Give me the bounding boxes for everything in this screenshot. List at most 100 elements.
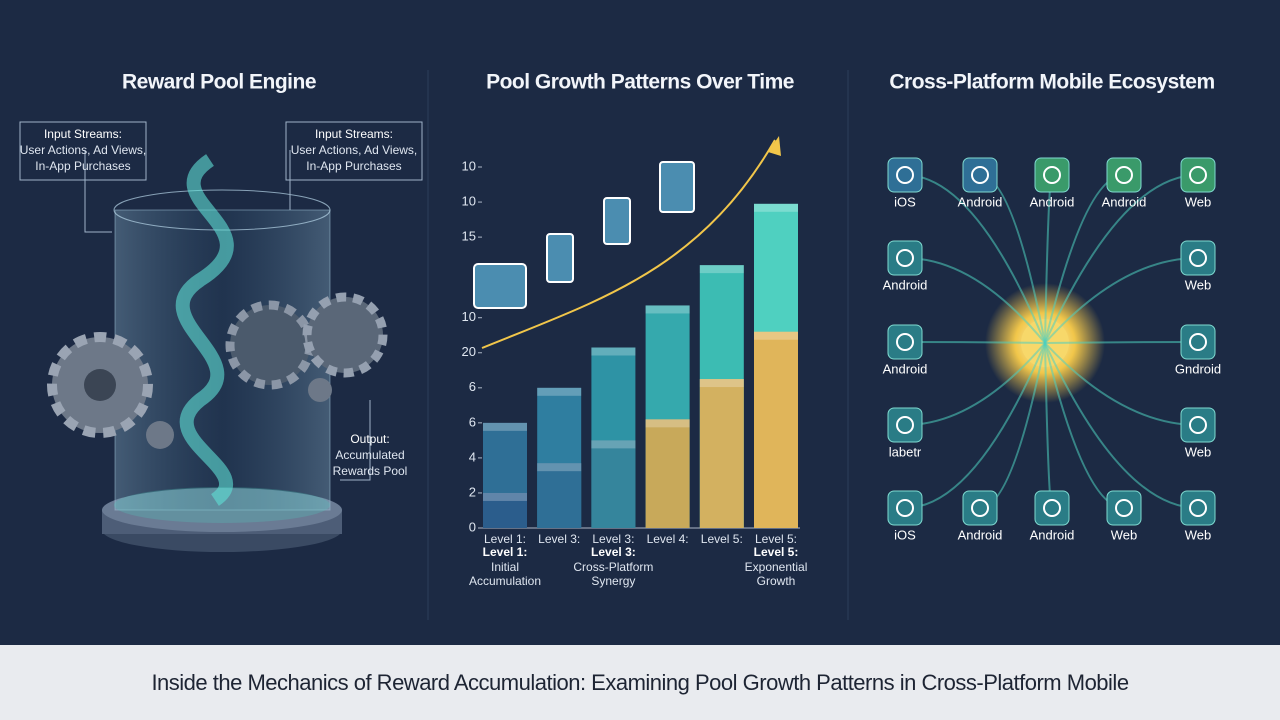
- callout-heading: Input Streams:: [315, 127, 393, 141]
- app-icon: [1180, 157, 1216, 193]
- app-icon: [887, 240, 923, 276]
- app-icon: [962, 490, 998, 526]
- connector: [904, 341, 1046, 344]
- connector: [1044, 257, 1199, 344]
- app-glyph: [1189, 416, 1207, 434]
- bar-cap: [537, 387, 582, 396]
- node-label: Android: [883, 277, 928, 292]
- bar-cap: [754, 203, 798, 212]
- footer-title: Inside the Mechanics of Reward Accumulat…: [151, 670, 1128, 695]
- app-icon: [1106, 157, 1142, 193]
- app-glyph: [971, 166, 989, 184]
- app-icon: [1034, 157, 1070, 193]
- app-glyph: [896, 166, 914, 184]
- app-glyph: [1189, 499, 1207, 517]
- bar-cap: [754, 331, 798, 340]
- app-glyph: [1115, 166, 1133, 184]
- y-tick-label: 20: [462, 344, 476, 359]
- callout-text: In-App Purchases: [35, 159, 130, 173]
- connector: [1044, 341, 1199, 344]
- panel-title: Reward Pool Engine: [122, 71, 316, 94]
- y-tick-label: 6: [469, 379, 476, 394]
- bar-cap: [591, 440, 636, 449]
- app-glyph: [1189, 166, 1207, 184]
- annotation-text: Growth: [757, 574, 796, 588]
- trend-arrow-head: [768, 136, 781, 156]
- trend-arrow: [481, 139, 776, 349]
- app-icon: [1034, 490, 1070, 526]
- app-icon: [1180, 240, 1216, 276]
- callout-heading: Input Streams:: [44, 127, 122, 141]
- app-icon: [887, 157, 923, 193]
- y-tick-label: 10: [462, 309, 476, 324]
- app-glyph: [971, 499, 989, 517]
- bar-cap: [591, 347, 636, 356]
- annotation-heading: Level 3:: [591, 545, 636, 559]
- node-label: labetr: [889, 444, 922, 459]
- y-tick-label: 15: [462, 229, 476, 244]
- bar: [483, 492, 527, 528]
- connector: [1044, 174, 1199, 344]
- bar-cap: [537, 463, 582, 472]
- app-glyph: [896, 499, 914, 517]
- app-glyph: [1189, 249, 1207, 267]
- bar-cap: [483, 492, 527, 501]
- annotation-text: Cross-Platform: [573, 560, 653, 574]
- bar: [699, 379, 744, 528]
- x-tick-label: Level 3:: [538, 532, 580, 546]
- callout-text: Rewards Pool: [333, 464, 408, 478]
- callout-text: Accumulated: [335, 448, 404, 462]
- node-label: Web: [1185, 194, 1212, 209]
- app-icon: [1180, 324, 1216, 360]
- annotation-text: Exponential: [745, 560, 808, 574]
- y-tick-label: 6: [469, 414, 476, 429]
- x-tick-label: Level 4:: [647, 532, 689, 546]
- y-tick-label: 4: [469, 449, 476, 464]
- node-label: Web: [1111, 527, 1138, 542]
- bar-cap: [645, 305, 690, 314]
- node-label: Android: [1030, 194, 1075, 209]
- node-label: Gndroid: [1175, 361, 1221, 376]
- x-tick-label: Level 5:: [755, 532, 797, 546]
- x-tick-label: Level 3:: [592, 532, 634, 546]
- connector: [1044, 342, 1199, 426]
- bar: [645, 419, 690, 528]
- app-glyph: [1043, 499, 1061, 517]
- x-tick-label: Level 5:: [701, 532, 743, 546]
- bar-cap: [699, 379, 744, 388]
- y-tick-label: 10: [462, 193, 476, 208]
- callout-line: [84, 150, 112, 233]
- bar-cap: [483, 422, 527, 431]
- annotation-text: Initial: [491, 560, 519, 574]
- callout-line: [340, 400, 371, 481]
- node-label: Android: [958, 194, 1003, 209]
- app-icon: [887, 490, 923, 526]
- devices: [473, 161, 695, 309]
- y-tick-label: 0: [469, 519, 476, 534]
- bar-cap: [699, 265, 744, 274]
- app-icon: [887, 324, 923, 360]
- callout-text: User Actions, Ad Views,: [291, 143, 418, 157]
- app-icon: [962, 157, 998, 193]
- node-label: iOS: [894, 194, 916, 209]
- panel-title: Cross-Platform Mobile Ecosystem: [889, 71, 1214, 94]
- pool-illustration: [47, 154, 388, 552]
- bar-cap: [645, 419, 690, 428]
- node-label: Android: [958, 527, 1003, 542]
- node-label: Web: [1185, 277, 1212, 292]
- app-glyph: [1043, 166, 1061, 184]
- callout-box: [285, 121, 423, 181]
- node-label: Web: [1185, 444, 1212, 459]
- app-icon: [1106, 490, 1142, 526]
- bar: [537, 463, 582, 528]
- annotation-text: Accumulation: [469, 574, 541, 588]
- connector: [1044, 342, 1199, 509]
- node-label: Web: [1185, 527, 1212, 542]
- app-glyph: [896, 333, 914, 351]
- callout-heading: Output:: [350, 432, 389, 446]
- y-tick-label: 10: [462, 158, 476, 173]
- node-label: iOS: [894, 527, 916, 542]
- node-label: Android: [1030, 527, 1075, 542]
- app-glyph: [896, 249, 914, 267]
- callout-text: User Actions, Ad Views,: [20, 143, 147, 157]
